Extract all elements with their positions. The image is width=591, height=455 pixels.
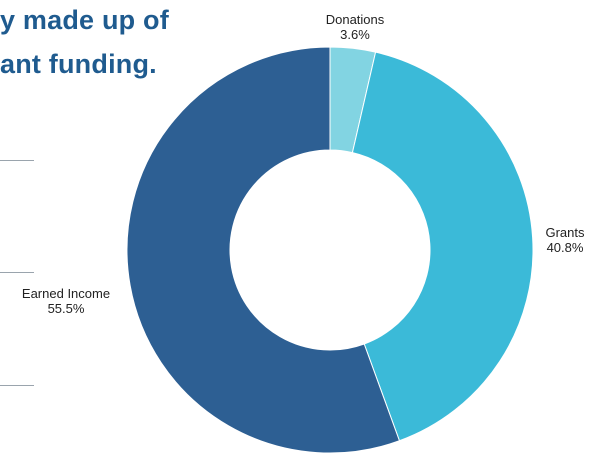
slice-grants [351,51,534,442]
slice-value-label-grants: 40.8% [547,240,584,255]
slice-label-donations: Donations [326,12,385,27]
slice-value-label-earned-income: 55.5% [48,301,85,316]
headline-line-1: y made up of [0,5,169,35]
headline-line-2: ant funding. [0,49,157,79]
slice-label-earned-income: Earned Income [22,286,110,301]
divider-rule [0,272,34,273]
slice-label-grants: Grants [545,225,585,240]
divider-rule [0,160,34,161]
slice-earned-income [126,46,401,454]
divider-rule [0,385,34,386]
slice-value-label-donations: 3.6% [340,27,370,42]
